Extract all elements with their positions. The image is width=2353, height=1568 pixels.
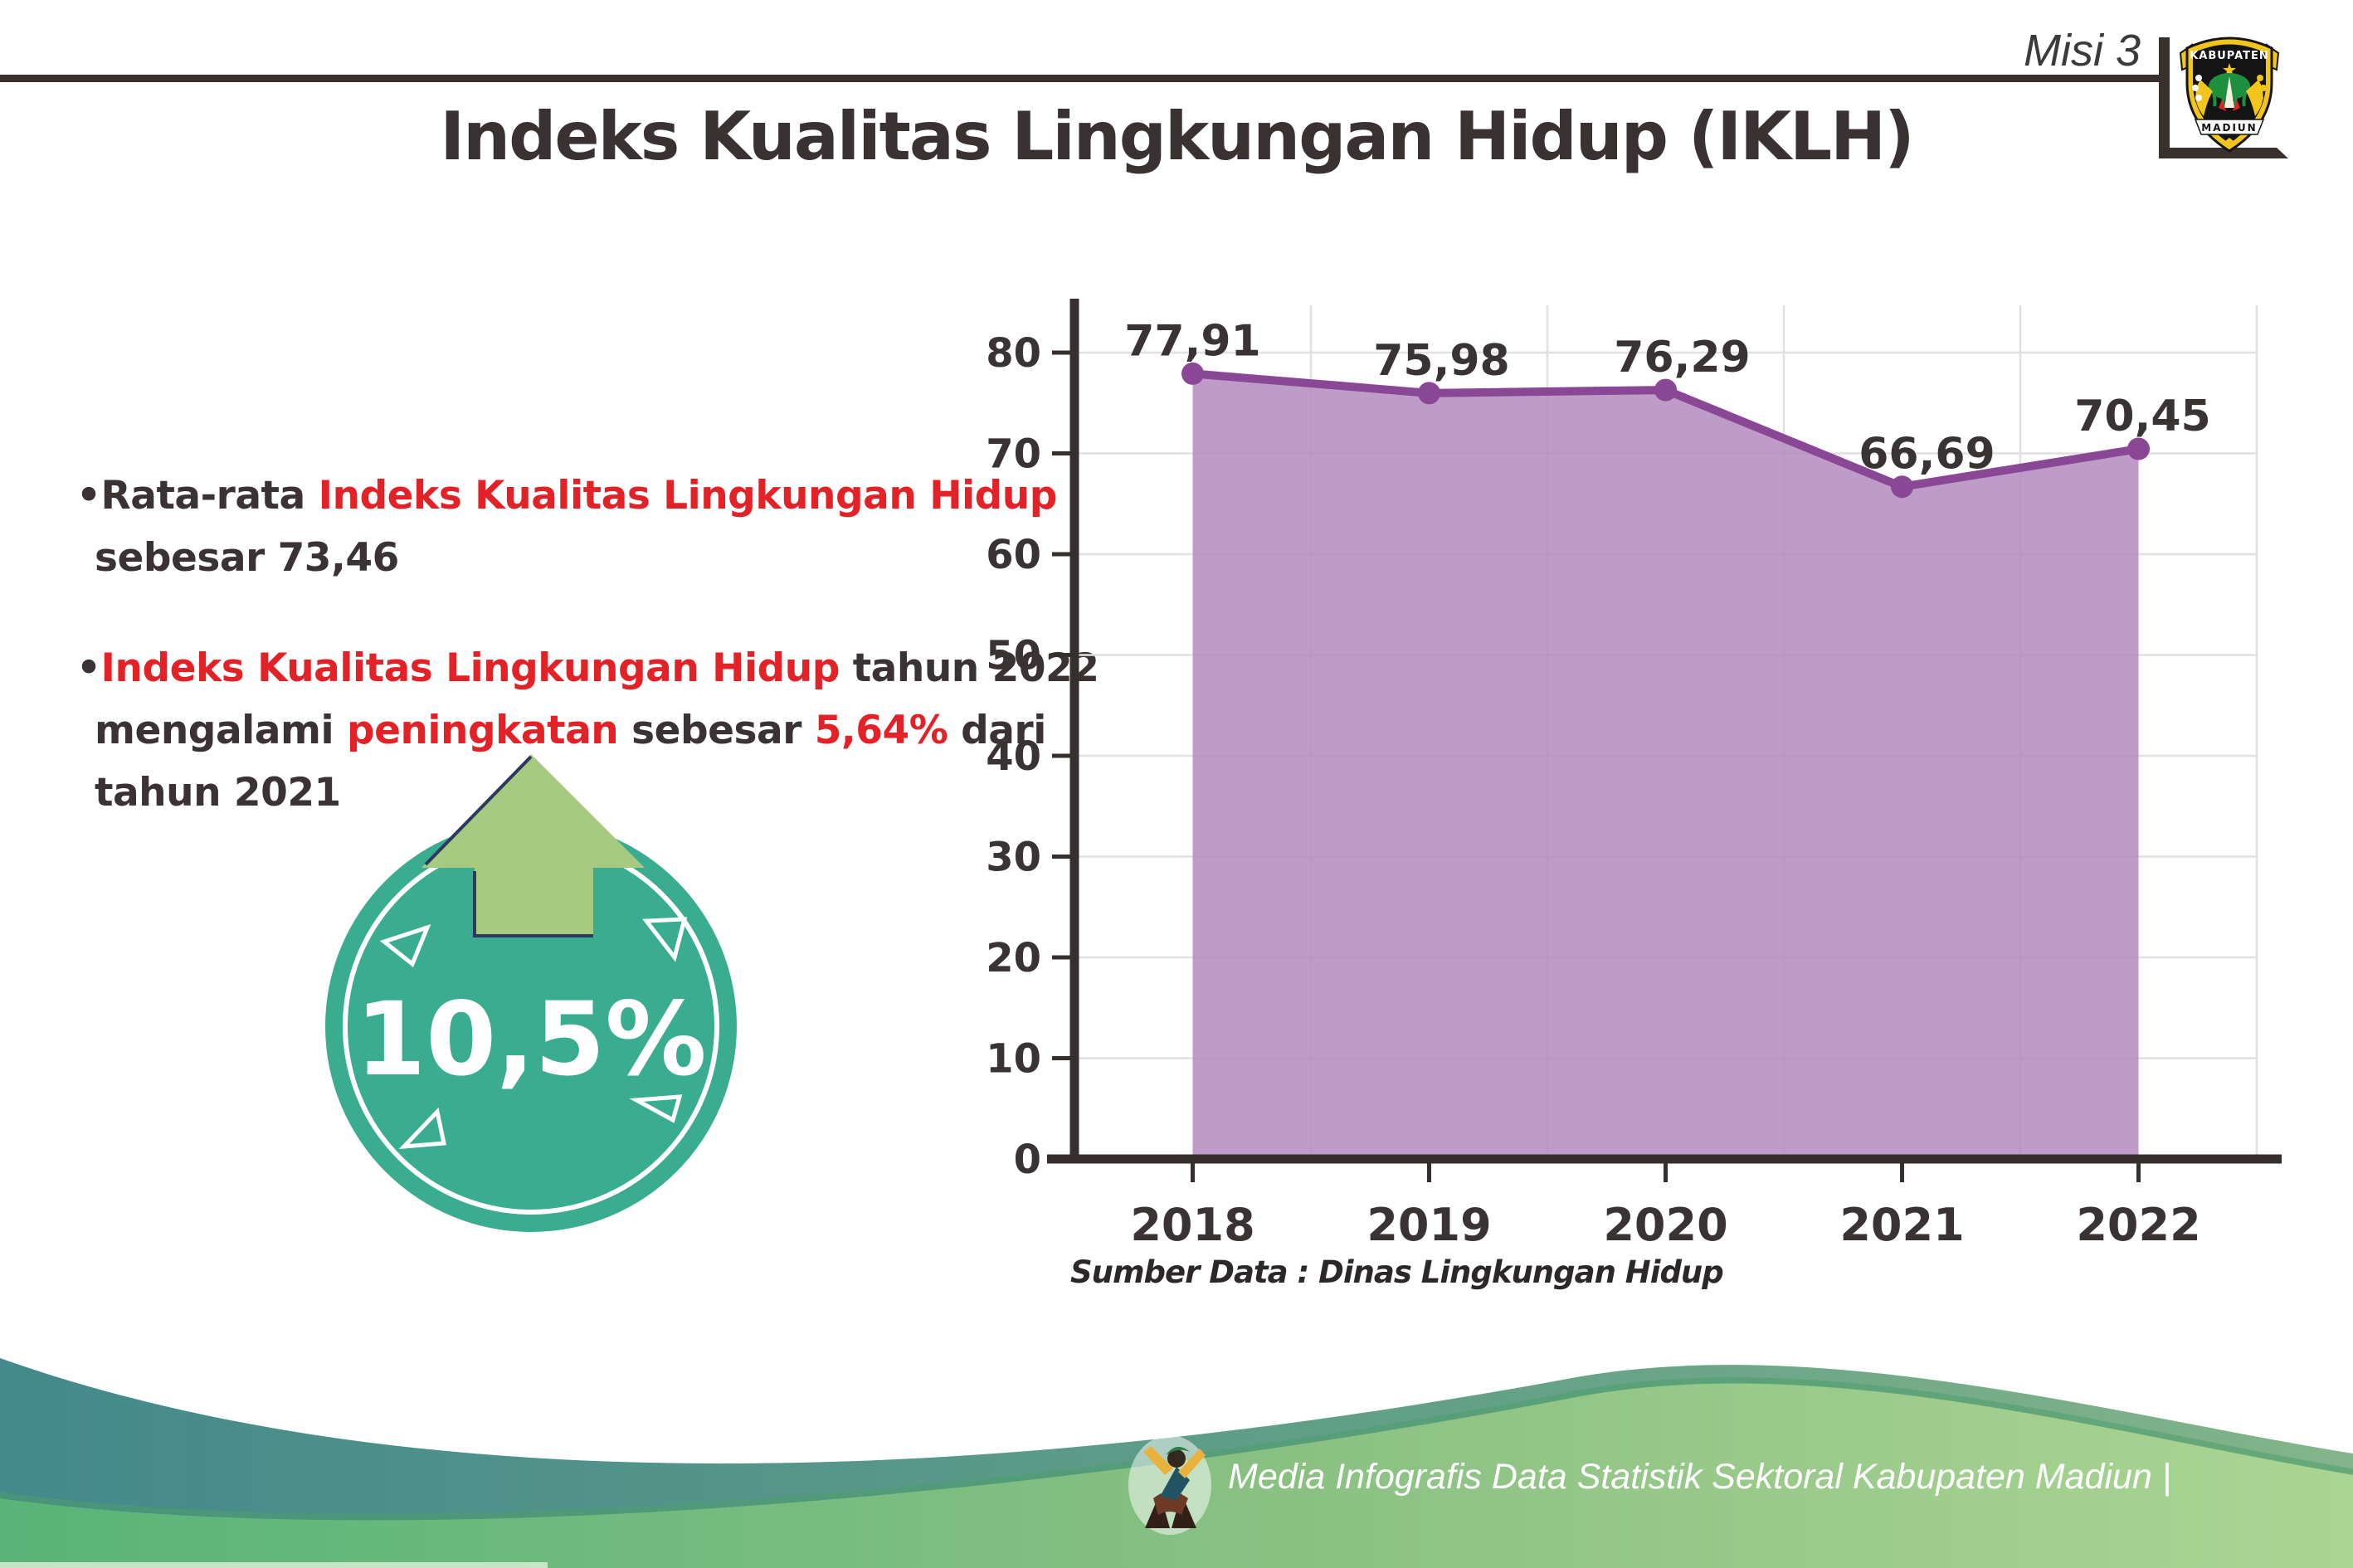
badge-spark-top-left	[379, 923, 431, 968]
bullet2-red-text: Indeks Kualitas Lingkungan Hidup	[100, 645, 840, 691]
logo-rice-1	[2257, 75, 2263, 81]
bullet2-line2: mengalami peningkatan sebesar 5,64% dari	[76, 699, 1046, 762]
chart-y-tick-label: 30	[986, 835, 1041, 881]
logo-star-icon	[2223, 63, 2236, 76]
chart-value-label: 76,29	[1614, 333, 1750, 382]
mascot-left-arm	[1143, 1446, 1173, 1475]
chart-point	[2127, 437, 2150, 460]
chart-y-tick-label: 50	[986, 633, 1041, 679]
iklh-area-chart: 0 10 20 30 40 50 60 70 80 2018 2019 2020 2021 2022 77,…	[986, 299, 2282, 1251]
chart-x-tick-label: 2019	[1366, 1199, 1491, 1251]
chart-x-tick-label: 2021	[1839, 1199, 1964, 1251]
kabupaten-madiun-logo: KABUPATEN MADIUN	[2179, 37, 2280, 153]
up-arrow-icon	[421, 754, 645, 936]
logo-gunungan	[2224, 76, 2234, 108]
chart-y-tick-label: 70	[986, 431, 1041, 478]
footer-wave	[0, 1358, 2353, 1568]
chart-value-label: 77,91	[1124, 316, 1260, 366]
logo-bottom-ornament	[2225, 138, 2234, 146]
chart-y-tick-label: 80	[986, 330, 1041, 377]
chart-x-tick-label: 2020	[1603, 1199, 1727, 1251]
chart-x-tick-label: 2022	[2076, 1199, 2200, 1251]
bullet-item-average: •Rata-rata Indeks Kualitas Lingkungan Hi…	[76, 465, 1057, 589]
mascot-icon	[1128, 1435, 1211, 1535]
logo-cotton-2	[2192, 85, 2199, 91]
bullet2-line3: tahun 2021	[76, 762, 1039, 824]
bullet-glyph: •	[76, 645, 101, 691]
chart-y-tick-label: 0	[1014, 1137, 1041, 1183]
chart-value-label: 70,45	[2074, 392, 2210, 441]
top-divider	[0, 75, 2159, 82]
badge-spark-bottom-left	[398, 1107, 447, 1150]
bullet2-l2-d3: dari	[948, 708, 1046, 753]
chart-y-tick-label: 20	[986, 935, 1041, 981]
chart-point	[1654, 378, 1677, 402]
chart-point	[1181, 362, 1204, 385]
mascot-right-leg	[1172, 1493, 1196, 1528]
chart-y-tick-label: 40	[986, 733, 1041, 780]
logo-left-wing-icon	[2195, 80, 2213, 116]
bullet2-l2-d2: sebesar	[618, 708, 815, 753]
footer-wave-edge	[0, 1377, 2353, 1520]
bullet2-l2-r2: 5,64%	[814, 708, 948, 753]
chart-area	[1192, 373, 2139, 1159]
logo-tree-branches	[2210, 87, 2248, 109]
chart-source-note: Sumber Data : Dinas Lingkungan Hidup	[1070, 1254, 1724, 1290]
bullet1-line2: sebesar 73,46	[76, 527, 1039, 589]
badge-spark-top-right	[642, 917, 688, 962]
logo-cotton-1	[2195, 75, 2202, 81]
logo-ribbon	[2194, 119, 2265, 135]
logo-chili-right	[2233, 100, 2240, 111]
logo-chili-left	[2219, 100, 2226, 111]
logo-top-text: KABUPATEN	[2190, 50, 2269, 62]
mascot-hat	[1166, 1446, 1190, 1455]
chart-y-tick-label: 10	[986, 1036, 1041, 1083]
badge-value: 10,5%	[355, 981, 706, 1098]
bullet-glyph: •	[76, 473, 101, 519]
footer-bottom-strip	[0, 1562, 548, 1568]
bullet1-line1: •Rata-rata Indeks Kualitas Lingkungan Hi…	[76, 465, 1057, 527]
badge-circle	[325, 821, 737, 1232]
logo-rice-3	[2257, 95, 2263, 101]
badge-spark-bottom-right	[629, 1094, 683, 1123]
chart-x-tick-label: 2018	[1130, 1199, 1254, 1251]
bullet2-l2-d1: mengalami	[95, 708, 347, 753]
bullet2-l2-r1: peningkatan	[346, 708, 619, 753]
up-arrow-outline	[424, 755, 593, 937]
chart-value-label: 66,69	[1859, 430, 1995, 480]
increase-badge: 10,5%	[325, 754, 737, 1232]
chart-y-tick-label: 60	[986, 532, 1041, 578]
mascot-right-arm	[1178, 1449, 1206, 1478]
summary-bullets: •Rata-rata Indeks Kualitas Lingkungan Hi…	[76, 465, 1099, 872]
logo-right-wing-icon	[2246, 80, 2263, 116]
logo-cotton-3	[2195, 95, 2202, 101]
chart-point	[1418, 382, 1440, 405]
misi-label: Misi 3	[2023, 26, 2141, 75]
bullet2-l3-text: tahun 2021	[95, 770, 341, 816]
bullet-item-increase: •Indeks Kualitas Lingkungan Hidup tahun …	[76, 637, 1099, 824]
bullet1-red-text: Indeks Kualitas Lingkungan Hidup	[318, 473, 1058, 519]
chart-value-label: 75,98	[1373, 336, 1509, 386]
bullet2-line1: •Indeks Kualitas Lingkungan Hidup tahun …	[76, 637, 1099, 699]
logo-rice-2	[2260, 85, 2267, 91]
logo-bottom-text: MADIUN	[2201, 122, 2257, 134]
mascot-skirt	[1153, 1492, 1188, 1515]
mascot-head	[1167, 1449, 1186, 1468]
bullet1-line2-text: sebesar 73,46	[95, 535, 399, 581]
bullet1-dark-text: Rata-rata	[100, 473, 319, 519]
chart-point	[1891, 475, 1913, 499]
page-title: Indeks Kualitas Lingkungan Hidup (IKLH)	[440, 98, 1914, 175]
footer-credit: Media Infografis Data Statistik Sektoral…	[1228, 1457, 2171, 1497]
